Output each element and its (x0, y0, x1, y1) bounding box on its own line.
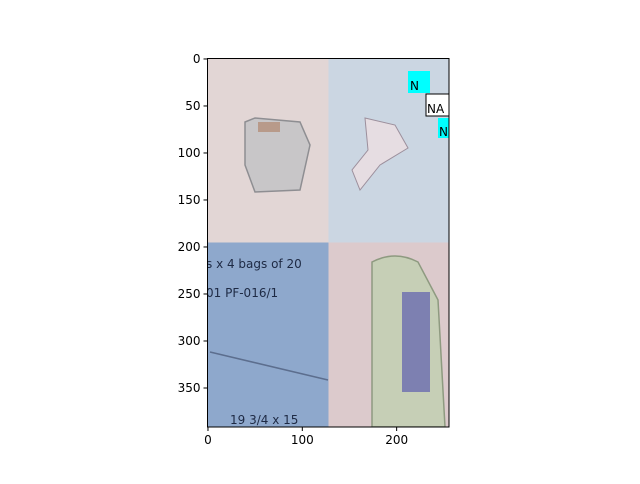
fold (209, 351, 329, 381)
bottle-label (402, 292, 430, 392)
annotation-box (425, 93, 449, 117)
paper (351, 117, 409, 191)
annotation: NA (427, 102, 445, 116)
annotation: N (410, 79, 419, 93)
y-tick-label: 50 (185, 99, 200, 113)
annotation: N (439, 125, 448, 139)
image-grid: s x 4 bags of 20 01 PF-016/1 19 3/4 x 15… (206, 58, 449, 427)
y-tick-label: 0 (193, 52, 201, 66)
y-tick-label: 200 (178, 240, 201, 254)
x-tick-label: 0 (204, 433, 212, 447)
y-tick-label: 350 (178, 381, 201, 395)
x-tick-label: 100 (291, 433, 314, 447)
y-tick-label: 250 (178, 287, 201, 301)
y-tick-label: 100 (178, 146, 201, 160)
tile (207, 242, 329, 427)
image-text: s x 4 bags of 20 (206, 257, 302, 271)
x-tick-label: 200 (385, 433, 408, 447)
container-label (258, 122, 280, 132)
axes-frame (207, 58, 450, 428)
annotation-box (408, 71, 430, 93)
y-tick-label: 300 (178, 334, 201, 348)
container (244, 117, 311, 193)
image-text: 19 3/4 x 15 (230, 413, 298, 427)
image-text: 01 PF-016/1 (206, 286, 278, 300)
annotation-box (438, 118, 449, 138)
y-tick-label: 150 (178, 193, 201, 207)
